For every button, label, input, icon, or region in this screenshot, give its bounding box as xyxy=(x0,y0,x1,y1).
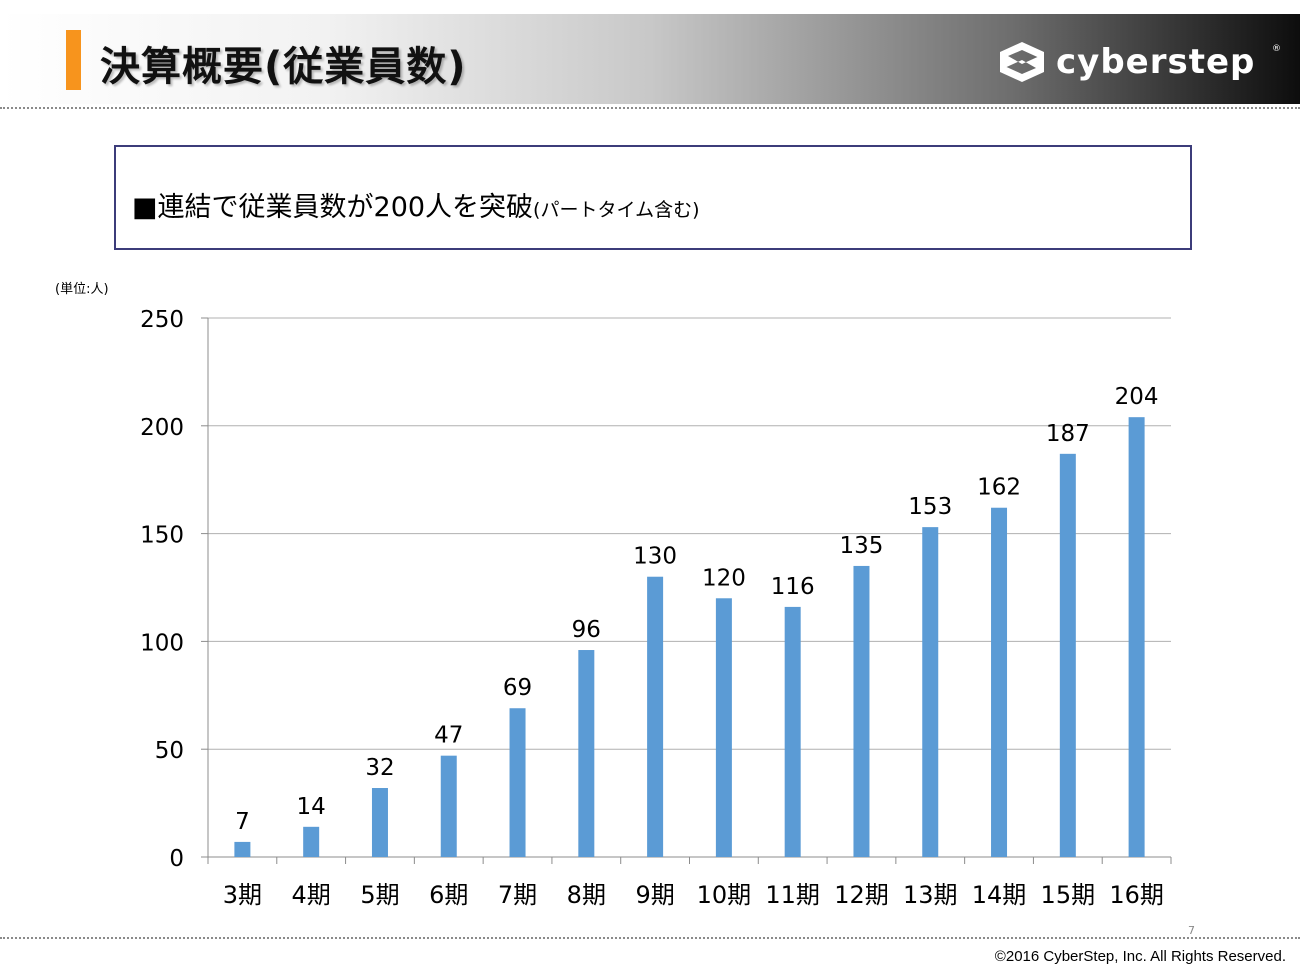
x-tick-label: 14期 xyxy=(972,881,1027,909)
notice-text: ■連結で従業員数が200人を突破(パートタイム含む) xyxy=(132,185,700,224)
x-tick-label: 13期 xyxy=(903,881,958,909)
data-label: 130 xyxy=(633,544,677,570)
bar xyxy=(784,606,801,857)
x-tick-label: 7期 xyxy=(498,881,537,909)
footer-divider xyxy=(0,937,1300,939)
data-label: 7 xyxy=(235,809,250,835)
data-label: 32 xyxy=(365,755,394,781)
employee-bar-chart: 0 50 100 150 200 250 7 3期 14 4期 32 5期 47 6期 69 7期 96 8期 13… xyxy=(140,307,1172,909)
page-title: 決算概要(従業員数) xyxy=(100,44,467,90)
x-tick-label: 3期 xyxy=(223,881,262,909)
bar xyxy=(371,788,388,857)
bar xyxy=(234,841,251,857)
notice-main: ■連結で従業員数が200人を突破 xyxy=(132,192,534,223)
data-label: 69 xyxy=(503,675,532,701)
data-label: 135 xyxy=(840,533,884,559)
bar xyxy=(647,576,664,857)
x-tick-label: 9期 xyxy=(635,881,674,909)
data-label: 204 xyxy=(1115,384,1159,410)
x-tick-label: 8期 xyxy=(567,881,606,909)
data-label: 120 xyxy=(702,565,746,591)
bar xyxy=(509,708,526,857)
data-label: 47 xyxy=(434,723,463,749)
data-label: 14 xyxy=(297,794,326,820)
bar xyxy=(991,507,1008,857)
registered-mark: ® xyxy=(1272,44,1281,54)
data-label: 96 xyxy=(572,617,601,643)
notice-sub: (パートタイム含む) xyxy=(533,199,700,221)
unit-label: (単位:人) xyxy=(55,282,109,297)
x-tick-label: 5期 xyxy=(360,881,399,909)
logo-text: cyberstep xyxy=(1056,42,1256,82)
x-tick-label: 12期 xyxy=(834,881,889,909)
bar xyxy=(440,755,457,857)
x-tick-label: 11期 xyxy=(765,881,820,909)
header-accent-bar xyxy=(66,30,81,90)
x-tick-label: 16期 xyxy=(1109,881,1164,909)
data-label: 153 xyxy=(908,494,952,520)
y-tick-label: 100 xyxy=(140,630,184,656)
copyright: ©2016 CyberStep, Inc. All Rights Reserve… xyxy=(994,948,1286,965)
cyberstep-logo-icon xyxy=(1000,42,1044,82)
bar xyxy=(922,527,939,857)
bar xyxy=(1059,453,1076,857)
page-number: 7 xyxy=(1188,924,1195,937)
bar xyxy=(715,598,732,857)
y-tick-label: 50 xyxy=(155,738,184,764)
x-tick-label: 6期 xyxy=(429,881,468,909)
bar xyxy=(1128,417,1145,857)
data-label: 162 xyxy=(977,475,1021,501)
header-divider xyxy=(0,107,1300,109)
y-tick-label: 150 xyxy=(140,523,184,549)
bar xyxy=(853,565,870,857)
notice-box: ■連結で従業員数が200人を突破(パートタイム含む) xyxy=(114,145,1192,250)
y-tick-label: 250 xyxy=(140,307,184,333)
data-label: 187 xyxy=(1046,421,1090,447)
bar xyxy=(578,650,595,857)
x-tick-label: 15期 xyxy=(1041,881,1096,909)
y-tick-label: 200 xyxy=(140,415,184,441)
y-tick-label: 0 xyxy=(169,846,184,872)
data-label: 116 xyxy=(771,574,815,600)
header-band xyxy=(0,14,1300,104)
x-tick-label: 4期 xyxy=(292,881,331,909)
company-logo: cyberstep ® xyxy=(994,40,1284,90)
bar xyxy=(303,826,320,857)
x-tick-label: 10期 xyxy=(697,881,752,909)
